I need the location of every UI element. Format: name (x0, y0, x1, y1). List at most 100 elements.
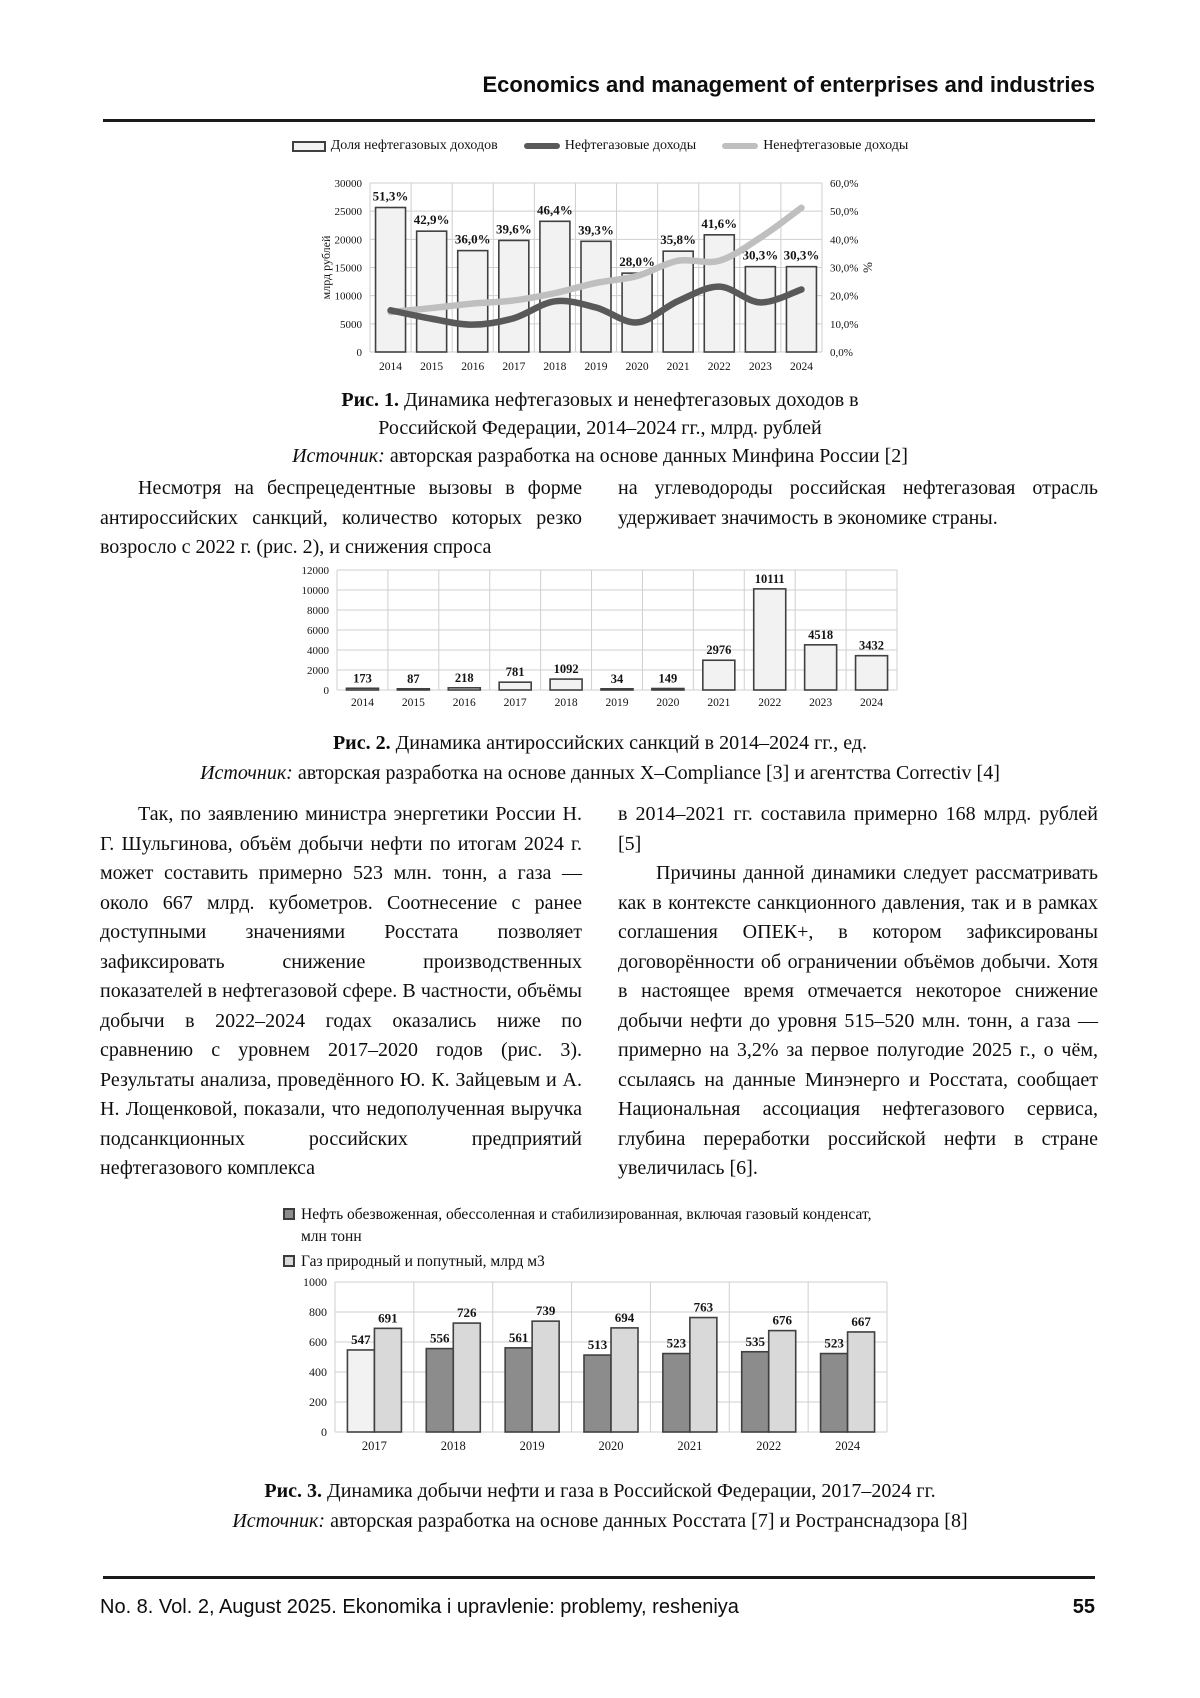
paragraph-text: Так, по заявлению министра энергетики Ро… (100, 803, 582, 1179)
svg-text:8000: 8000 (307, 605, 330, 617)
svg-text:36,0%: 36,0% (455, 232, 491, 247)
figure2-caption-source: Источник: авторская разработка на основе… (60, 758, 1140, 788)
svg-text:30000: 30000 (335, 178, 363, 190)
svg-text:2015: 2015 (402, 697, 425, 709)
svg-text:2016: 2016 (461, 361, 484, 373)
svg-text:676: 676 (772, 1313, 792, 1328)
figure3-caption-text: Динамика добычи нефти и газа в Российско… (327, 1480, 936, 1502)
svg-text:30,3%: 30,3% (742, 248, 778, 263)
figure3-caption-source: Источник: авторская разработка на основе… (60, 1506, 1140, 1536)
svg-text:2019: 2019 (606, 697, 629, 709)
svg-text:2018: 2018 (543, 361, 566, 373)
svg-text:2017: 2017 (362, 1439, 387, 1453)
svg-text:39,6%: 39,6% (496, 221, 532, 236)
svg-text:535: 535 (745, 1334, 765, 1349)
svg-text:2023: 2023 (809, 697, 832, 709)
figure2-plot: 0 2000 4000 6000 8000 10000 12000 173 2014 87 2015… (302, 565, 898, 709)
svg-text:561: 561 (509, 1330, 528, 1345)
svg-text:30,0%: 30,0% (830, 263, 858, 275)
svg-text:2000: 2000 (307, 665, 330, 677)
svg-text:4518: 4518 (808, 628, 833, 642)
svg-text:2020: 2020 (599, 1439, 624, 1453)
svg-text:%: % (860, 262, 875, 273)
square-swatch-icon (283, 1255, 295, 1267)
figure-label: Рис. 3. (264, 1480, 323, 1502)
legend-label: Ненефтегазовые доходы (763, 138, 909, 153)
svg-text:2024: 2024 (835, 1439, 861, 1453)
figure2-caption-line1: Рис. 2. Динамика антироссийских санкций … (60, 728, 1140, 758)
svg-text:691: 691 (378, 1310, 398, 1325)
svg-text:173: 173 (353, 671, 372, 685)
svg-text:20,0%: 20,0% (830, 291, 858, 303)
line-swatch-icon (722, 143, 759, 149)
body-paragraph-right-1: на углеводороды российская нефтегазовая … (618, 474, 1098, 533)
svg-text:30,3%: 30,3% (784, 248, 820, 263)
figure1-caption-source: Источник: авторская разработка на основе… (60, 442, 1140, 470)
figure1-caption: Рис. 1. Динамика нефтегазовых и ненефтег… (60, 386, 1140, 470)
svg-text:3432: 3432 (859, 639, 884, 653)
svg-text:523: 523 (667, 1336, 687, 1351)
figure2-caption: Рис. 2. Динамика антироссийских санкций … (60, 728, 1140, 788)
legend-label: Газ природный и попутный, млрд м3 (301, 1253, 545, 1270)
figure-label: Рис. 2. (332, 732, 391, 754)
page-footer: No. 8. Vol. 2, August 2025. Ekonomika i … (100, 1596, 1095, 1619)
page-number: 55 (1072, 1596, 1095, 1618)
svg-text:40,0%: 40,0% (830, 234, 858, 246)
square-swatch-icon (283, 1208, 295, 1220)
svg-text:10000: 10000 (302, 585, 330, 597)
legend-item-gas: Газ природный и попутный, млрд м3 (283, 1251, 913, 1273)
svg-text:млрд рублей: млрд рублей (319, 235, 333, 299)
svg-text:6000: 6000 (307, 625, 330, 637)
svg-text:0,0%: 0,0% (830, 347, 853, 359)
legend-item-oil-gas-share: Доля нефтегазовых доходов (291, 138, 498, 154)
svg-text:2020: 2020 (656, 697, 679, 709)
svg-text:2022: 2022 (758, 697, 781, 709)
journal-issue-info: No. 8. Vol. 2, August 2025. Ekonomika i … (100, 1596, 739, 1618)
svg-text:2019: 2019 (520, 1439, 545, 1453)
line-swatch-icon (523, 143, 560, 149)
svg-text:694: 694 (615, 1310, 635, 1325)
svg-text:2019: 2019 (585, 361, 608, 373)
svg-text:46,4%: 46,4% (537, 202, 573, 217)
source-label: Источник: (292, 445, 385, 467)
svg-text:739: 739 (536, 1303, 556, 1318)
svg-text:200: 200 (309, 1395, 327, 1409)
svg-text:42,9%: 42,9% (414, 212, 450, 227)
legend-item-non-oil-gas-revenue: Ненефтегазовые доходы (722, 138, 908, 154)
svg-text:4000: 4000 (307, 645, 330, 657)
svg-text:2021: 2021 (707, 697, 730, 709)
svg-text:2024: 2024 (860, 697, 883, 709)
paragraph-text: Несмотря на беспрецедентные вызовы в фор… (100, 477, 582, 558)
svg-text:5000: 5000 (340, 319, 363, 331)
figure2-caption-text: Динамика антироссийских санкций в 2014–2… (395, 732, 868, 754)
svg-text:2022: 2022 (708, 361, 731, 373)
svg-text:51,3%: 51,3% (373, 189, 409, 204)
svg-text:781: 781 (506, 665, 525, 679)
paragraph-text: в 2014–2021 гг. составила примерно 168 м… (618, 803, 1098, 855)
figure1-caption-text: Динамика нефтегазовых и ненефтегазовых д… (404, 389, 859, 411)
svg-text:800: 800 (309, 1305, 327, 1319)
svg-text:10111: 10111 (755, 572, 785, 586)
svg-text:2976: 2976 (706, 643, 731, 657)
figure3-plot: 0 200 400 600 800 1000 547 691 2017 556 726 2018 561… (303, 1275, 888, 1453)
svg-text:2014: 2014 (351, 697, 374, 709)
figure1-caption-line1: Рис. 1. Динамика нефтегазовых и ненефтег… (60, 386, 1140, 414)
svg-text:60,0%: 60,0% (830, 178, 858, 190)
svg-text:2023: 2023 (749, 361, 772, 373)
header-rule (103, 119, 1095, 122)
svg-text:25000: 25000 (335, 206, 363, 218)
svg-text:218: 218 (455, 671, 474, 685)
svg-text:50,0%: 50,0% (830, 206, 858, 218)
svg-text:1092: 1092 (554, 662, 579, 676)
svg-text:2020: 2020 (626, 361, 649, 373)
svg-text:2014: 2014 (379, 361, 402, 373)
figure-label: Рис. 1. (341, 389, 400, 411)
svg-text:2021: 2021 (667, 361, 690, 373)
body-paragraph-right-2: в 2014–2021 гг. составила примерно 168 м… (618, 800, 1098, 1184)
svg-text:34: 34 (611, 672, 624, 686)
svg-text:35,8%: 35,8% (660, 232, 696, 247)
svg-text:10,0%: 10,0% (830, 319, 858, 331)
svg-text:2024: 2024 (790, 361, 813, 373)
body-paragraph-left-2: Так, по заявлению министра энергетики Ро… (100, 800, 582, 1184)
